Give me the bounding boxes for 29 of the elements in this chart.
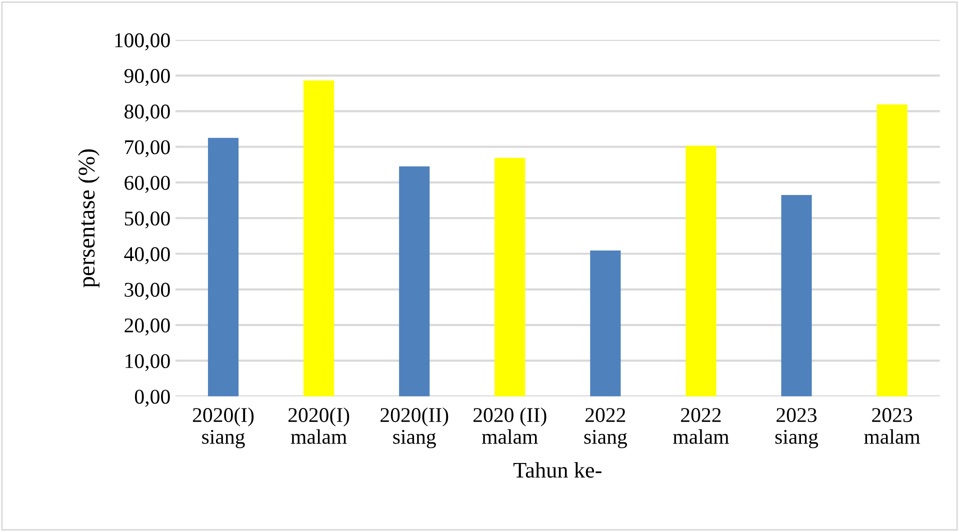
x-tick-label: 2020 (II) malam <box>473 407 546 444</box>
y-tick-label: 70,00 <box>125 140 170 158</box>
y-tick-label: 60,00 <box>124 176 170 193</box>
x-tick-label: 2023 malam <box>864 408 920 444</box>
y-tick-label: 100,00 <box>115 33 170 50</box>
y-tick-label: 10,00 <box>126 354 170 372</box>
bar <box>876 104 908 396</box>
x-tick-label: 2020(I) siang <box>192 407 254 448</box>
y-tick-label: 0,00 <box>134 390 170 407</box>
x-tick-label: 2022 malam <box>673 408 729 444</box>
y-axis-title: persentase (%) <box>78 149 100 288</box>
y-tick-label: 40,00 <box>124 247 170 264</box>
bar <box>590 250 621 396</box>
bar <box>781 194 812 396</box>
y-tick-label: 80,00 <box>124 104 170 122</box>
y-tick-label: 90,00 <box>124 68 170 86</box>
bar <box>686 146 716 396</box>
y-tick-label: 30,00 <box>124 282 170 300</box>
bar <box>494 158 526 396</box>
bar <box>208 138 239 396</box>
x-tick-label: 2020(II) siang <box>380 407 448 448</box>
x-tick-label: 2020(I) malam <box>288 407 350 444</box>
x-tick-label: 2023 siang <box>775 408 818 448</box>
y-tick-label: 50,00 <box>124 211 170 229</box>
bar <box>399 166 430 396</box>
x-axis-title: Tahun ke- <box>513 462 602 478</box>
x-tick-label: 2022 siang <box>584 408 628 448</box>
y-tick-label: 20,00 <box>124 318 170 336</box>
bar <box>304 80 334 396</box>
